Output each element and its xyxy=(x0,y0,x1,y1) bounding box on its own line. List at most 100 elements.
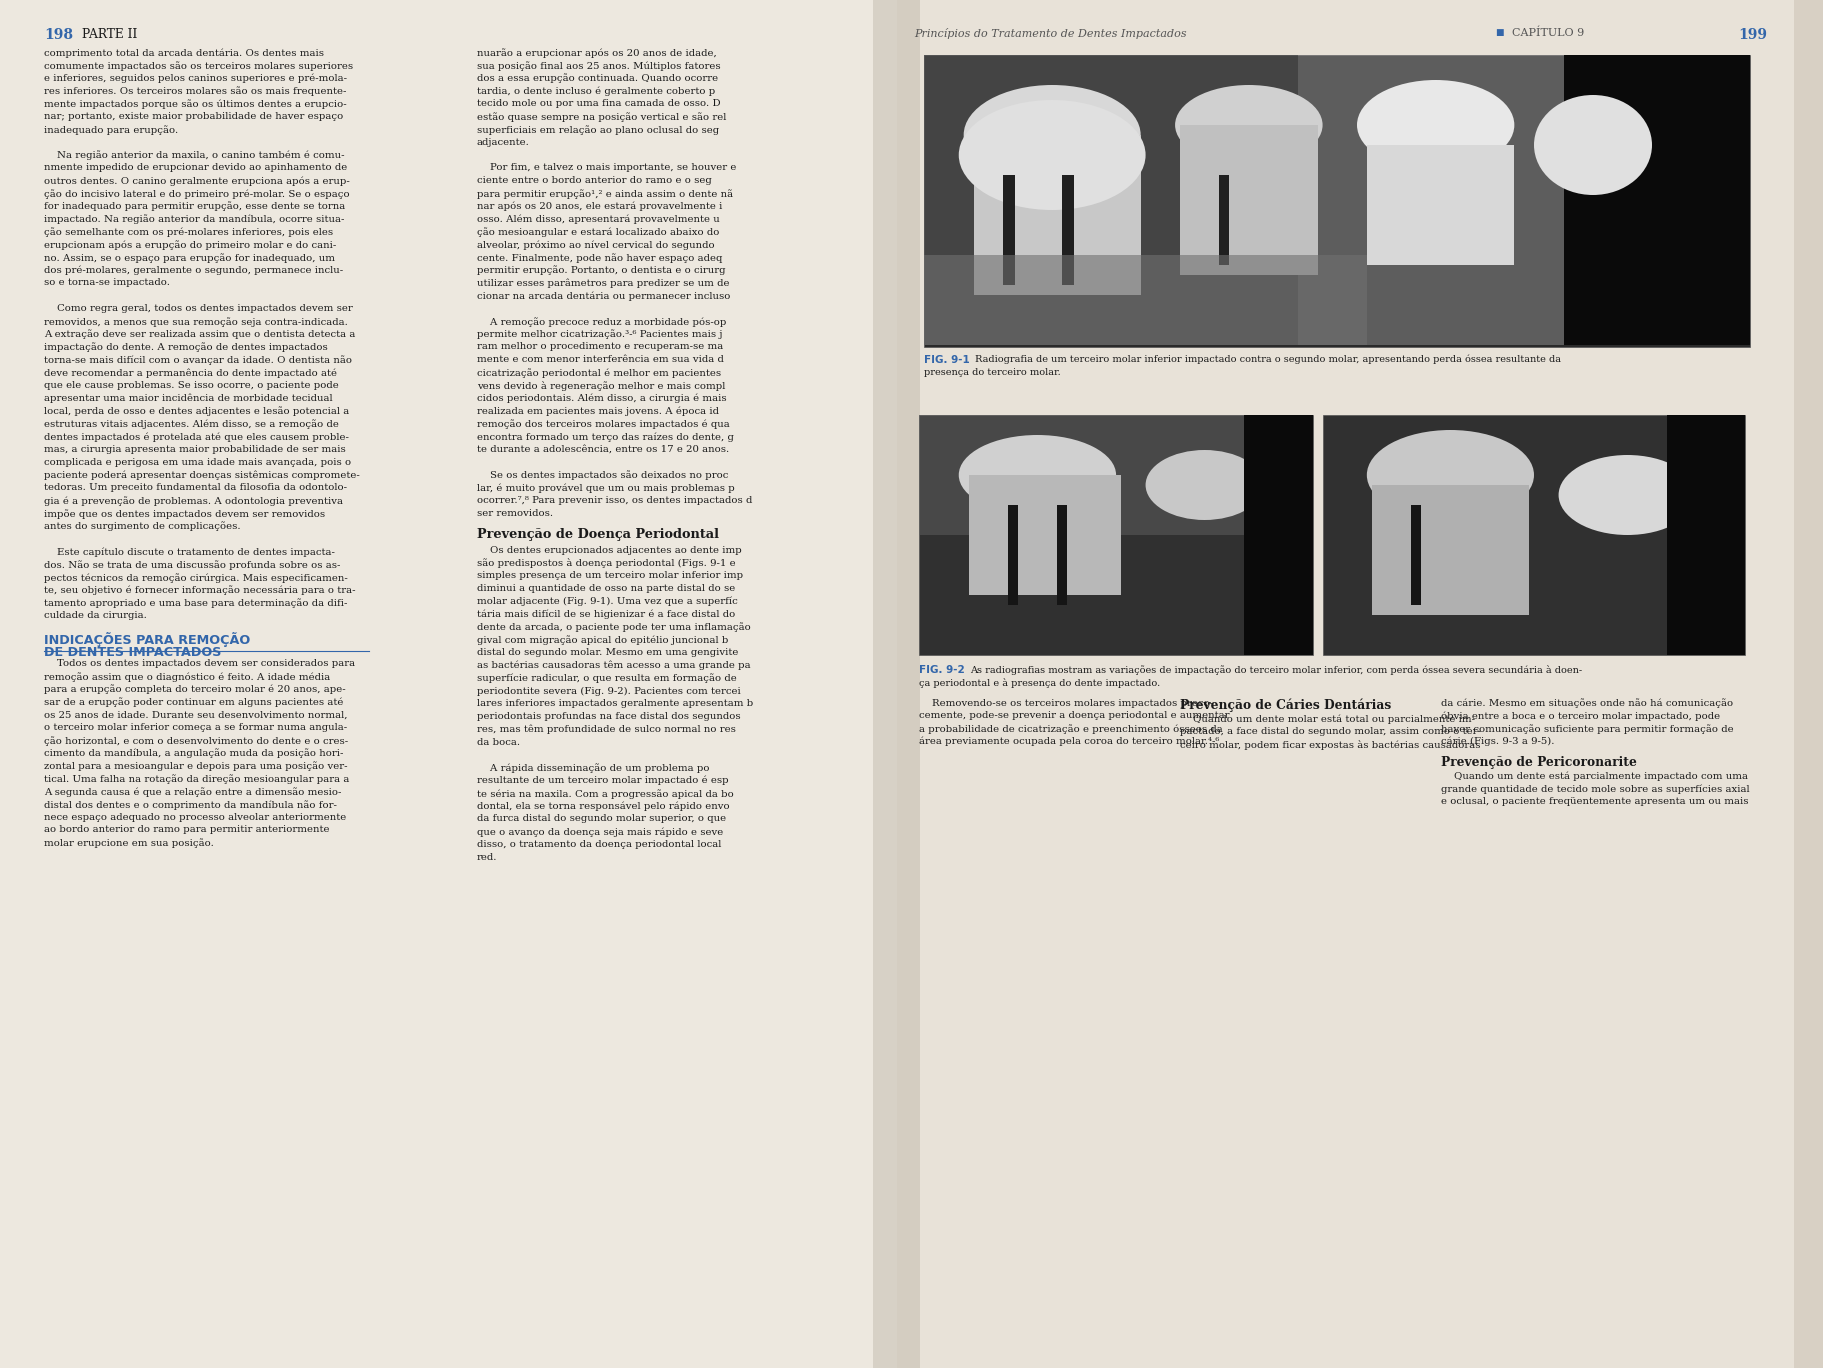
Text: que ele cause problemas. Se isso ocorre, o paciente pode: que ele cause problemas. Se isso ocorre,… xyxy=(44,380,339,390)
Text: Por fim, e talvez o mais importante, se houver e: Por fim, e talvez o mais importante, se … xyxy=(476,163,736,172)
Text: cente. Finalmente, pode não haver espaço adeq: cente. Finalmente, pode não haver espaço… xyxy=(476,253,722,263)
Text: As radiografias mostram as variações de impactação do terceiro molar inferior, c: As radiografias mostram as variações de … xyxy=(970,665,1582,674)
Bar xyxy=(897,0,1792,1368)
Text: dente da arcada, o paciente pode ter uma inflamação: dente da arcada, o paciente pode ter uma… xyxy=(476,622,751,632)
Bar xyxy=(1666,415,1745,655)
Text: dos. Não se trata de uma discussão profunda sobre os as-: dos. Não se trata de uma discussão profu… xyxy=(44,560,341,570)
Text: tedoras. Um preceito fundamental da filosofia da odontolo-: tedoras. Um preceito fundamental da filo… xyxy=(44,483,346,492)
Text: cemente, pode-se prevenir a doença periodontal e aumentar: cemente, pode-se prevenir a doença perio… xyxy=(919,711,1229,721)
Text: dentes impactados é protelada até que eles causem proble-: dentes impactados é protelada até que el… xyxy=(44,432,348,442)
Text: ção mesioangular e estará localizado abaixo do: ção mesioangular e estará localizado aba… xyxy=(476,227,718,237)
Text: mente e com menor interferência em sua vida d: mente e com menor interferência em sua v… xyxy=(476,356,724,364)
Text: impactação do dente. A remoção de dentes impactados: impactação do dente. A remoção de dentes… xyxy=(44,342,328,352)
Text: inadequado para erupção.: inadequado para erupção. xyxy=(44,124,179,134)
Bar xyxy=(973,135,1139,295)
Text: simples presença de um terceiro molar inferior imp: simples presença de um terceiro molar in… xyxy=(476,572,742,580)
Text: ça periodontal e à presença do dente impactado.: ça periodontal e à presença do dente imp… xyxy=(919,677,1159,688)
Text: erupcionam após a erupção do primeiro molar e do cani-: erupcionam após a erupção do primeiro mo… xyxy=(44,239,335,250)
Text: tical. Uma falha na rotação da direção mesioangular para a: tical. Uma falha na rotação da direção m… xyxy=(44,774,350,784)
Text: mas, a cirurgia apresenta maior probabilidade de ser mais: mas, a cirurgia apresenta maior probabil… xyxy=(44,445,346,454)
Text: nuarão a erupcionar após os 20 anos de idade,: nuarão a erupcionar após os 20 anos de i… xyxy=(476,48,716,57)
Text: so e torna-se impactado.: so e torna-se impactado. xyxy=(44,279,170,287)
Text: são predispostos à doença periodontal (Figs. 9-1 e: são predispostos à doença periodontal (F… xyxy=(476,558,735,568)
Bar xyxy=(1008,505,1017,605)
Text: A extração deve ser realizada assim que o dentista detecta a: A extração deve ser realizada assim que … xyxy=(44,330,355,339)
Bar xyxy=(873,0,921,1368)
Bar xyxy=(1562,55,1750,345)
Text: sua posição final aos 25 anos. Múltiplos fatores: sua posição final aos 25 anos. Múltiplos… xyxy=(476,60,720,71)
Bar xyxy=(924,254,1365,345)
Text: os 25 anos de idade. Durante seu desenvolvimento normal,: os 25 anos de idade. Durante seu desenvo… xyxy=(44,710,348,720)
Text: ram melhor o procedimento e recuperam-se ma: ram melhor o procedimento e recuperam-se… xyxy=(476,342,722,352)
Text: remoção assim que o diagnóstico é feito. A idade média: remoção assim que o diagnóstico é feito.… xyxy=(44,672,330,681)
Text: o terceiro molar inferior começa a se formar numa angula-: o terceiro molar inferior começa a se fo… xyxy=(44,724,346,732)
Text: ceiro molar, podem ficar expostas às bactérias causadoras: ceiro molar, podem ficar expostas às bac… xyxy=(1179,740,1480,750)
Text: Este capítulo discute o tratamento de dentes impacta-: Este capítulo discute o tratamento de de… xyxy=(44,547,335,557)
Text: mente impactados porque são os últimos dentes a erupcio-: mente impactados porque são os últimos d… xyxy=(44,100,346,109)
Text: torna-se mais difícil com o avançar da idade. O dentista não: torna-se mais difícil com o avançar da i… xyxy=(44,356,352,365)
Text: cimento da mandíbula, a angulação muda da posição hori-: cimento da mandíbula, a angulação muda d… xyxy=(44,748,343,758)
Text: res inferiores. Os terceiros molares são os mais frequente-: res inferiores. Os terceiros molares são… xyxy=(44,86,346,96)
Text: nar após os 20 anos, ele estará provavelmente i: nar após os 20 anos, ele estará provavel… xyxy=(476,201,722,211)
Text: removidos, a menos que sua remoção seja contra-indicada.: removidos, a menos que sua remoção seja … xyxy=(44,317,348,327)
Text: Princípios do Tratamento de Dentes Impactados: Princípios do Tratamento de Dentes Impac… xyxy=(913,27,1187,40)
Text: zontal para a mesioangular e depois para uma posição ver-: zontal para a mesioangular e depois para… xyxy=(44,762,348,772)
Text: dos a essa erupção continuada. Quando ocorre: dos a essa erupção continuada. Quando oc… xyxy=(476,74,718,83)
Text: Quando um dente está parcialmente impactado com uma: Quando um dente está parcialmente impact… xyxy=(1440,772,1746,781)
Text: molar adjacente (Fig. 9-1). Uma vez que a superfíc: molar adjacente (Fig. 9-1). Uma vez que … xyxy=(476,596,736,606)
Text: nar; portanto, existe maior probabilidade de haver espaço: nar; portanto, existe maior probabilidad… xyxy=(44,112,343,120)
Text: superfície radicular, o que resulta em formação de: superfície radicular, o que resulta em f… xyxy=(476,673,736,684)
Ellipse shape xyxy=(963,85,1139,185)
Ellipse shape xyxy=(959,100,1145,211)
Text: A segunda causa é que a relação entre a dimensão mesio-: A segunda causa é que a relação entre a … xyxy=(44,787,341,796)
Text: A rápida disseminação de um problema po: A rápida disseminação de um problema po xyxy=(476,763,709,773)
Text: Como regra geral, todos os dentes impactados devem ser: Como regra geral, todos os dentes impact… xyxy=(44,304,354,313)
Text: estruturas vitais adjacentes. Além disso, se a remoção de: estruturas vitais adjacentes. Além disso… xyxy=(44,419,339,430)
Ellipse shape xyxy=(1557,456,1695,535)
Bar xyxy=(919,415,1313,655)
Text: Todos os dentes impactados devem ser considerados para: Todos os dentes impactados devem ser con… xyxy=(44,659,355,668)
Text: presença do terceiro molar.: presença do terceiro molar. xyxy=(924,368,1061,376)
Text: tamento apropriado e uma base para determinação da difi-: tamento apropriado e uma base para deter… xyxy=(44,598,348,609)
Text: ção horizontal, e com o desenvolvimento do dente e o cres-: ção horizontal, e com o desenvolvimento … xyxy=(44,736,348,746)
Bar xyxy=(1003,175,1014,285)
Text: área previamente ocupada pela coroa do terceiro molar.⁴-⁶: área previamente ocupada pela coroa do t… xyxy=(919,737,1220,747)
Text: estão quase sempre na posição vertical e são rel: estão quase sempre na posição vertical e… xyxy=(476,112,726,122)
Text: que o avanço da doença seja mais rápido e seve: que o avanço da doença seja mais rápido … xyxy=(476,828,722,837)
Text: resultante de um terceiro molar impactado é esp: resultante de um terceiro molar impactad… xyxy=(476,776,727,785)
Text: para a erupção completa do terceiro molar é 20 anos, ape-: para a erupção completa do terceiro mola… xyxy=(44,684,346,695)
Text: remoção dos terceiros molares impactados é qua: remoção dos terceiros molares impactados… xyxy=(476,419,729,430)
Bar xyxy=(1243,415,1313,655)
Text: FIG. 9-1: FIG. 9-1 xyxy=(924,356,970,365)
Bar xyxy=(1365,145,1513,265)
Text: cárie (Figs. 9-3 a 9-5).: cárie (Figs. 9-3 a 9-5). xyxy=(1440,737,1553,747)
Text: res, mas têm profundidade de sulco normal no res: res, mas têm profundidade de sulco norma… xyxy=(476,725,735,735)
Text: Os dentes erupcionados adjacentes ao dente imp: Os dentes erupcionados adjacentes ao den… xyxy=(476,546,742,554)
Text: Prevenção de Pericoronarite: Prevenção de Pericoronarite xyxy=(1440,755,1635,769)
Text: vens devido à regeneração melhor e mais compl: vens devido à regeneração melhor e mais … xyxy=(476,380,726,391)
Text: adjacente.: adjacente. xyxy=(476,138,529,146)
Text: impõe que os dentes impactados devem ser removidos: impõe que os dentes impactados devem ser… xyxy=(44,509,324,518)
Text: e oclusal, o paciente freqüentemente apresenta um ou mais: e oclusal, o paciente freqüentemente apr… xyxy=(1440,798,1746,806)
Text: e inferiores, seguidos pelos caninos superiores e pré-mola-: e inferiores, seguidos pelos caninos sup… xyxy=(44,74,346,83)
Text: utilizar esses parâmetros para predizer se um de: utilizar esses parâmetros para predizer … xyxy=(476,279,729,287)
Bar xyxy=(924,55,1750,347)
Ellipse shape xyxy=(1145,450,1263,520)
Text: Na região anterior da maxila, o canino também é comu-: Na região anterior da maxila, o canino t… xyxy=(44,150,345,160)
Text: da furca distal do segundo molar superior, o que: da furca distal do segundo molar superio… xyxy=(476,814,726,824)
Bar xyxy=(1322,415,1745,655)
Bar xyxy=(0,0,897,1368)
Text: te séria na maxila. Com a progressão apical da bo: te séria na maxila. Com a progressão api… xyxy=(476,789,733,799)
Ellipse shape xyxy=(1533,94,1652,196)
Text: FIG. 9-2: FIG. 9-2 xyxy=(919,665,964,674)
Text: tardia, o dente incluso é geralmente coberto p: tardia, o dente incluso é geralmente cob… xyxy=(476,86,715,96)
Text: ção do incisivo lateral e do primeiro pré-molar. Se o espaço: ção do incisivo lateral e do primeiro pr… xyxy=(44,189,350,198)
Text: haver comunicação suficiente para permitir formação de: haver comunicação suficiente para permit… xyxy=(1440,724,1732,735)
Text: culdade da cirurgia.: culdade da cirurgia. xyxy=(44,611,148,620)
Text: comumente impactados são os terceiros molares superiores: comumente impactados são os terceiros mo… xyxy=(44,60,354,71)
Text: ser removidos.: ser removidos. xyxy=(476,509,552,518)
Text: impactado. Na região anterior da mandíbula, ocorre situa-: impactado. Na região anterior da mandíbu… xyxy=(44,215,345,224)
Text: te durante a adolescência, entre os 17 e 20 anos.: te durante a adolescência, entre os 17 e… xyxy=(476,445,729,454)
Text: A remoção precoce reduz a morbidade pós-op: A remoção precoce reduz a morbidade pós-… xyxy=(476,317,726,327)
Text: apresentar uma maior incidência de morbidade tecidual: apresentar uma maior incidência de morbi… xyxy=(44,394,332,404)
